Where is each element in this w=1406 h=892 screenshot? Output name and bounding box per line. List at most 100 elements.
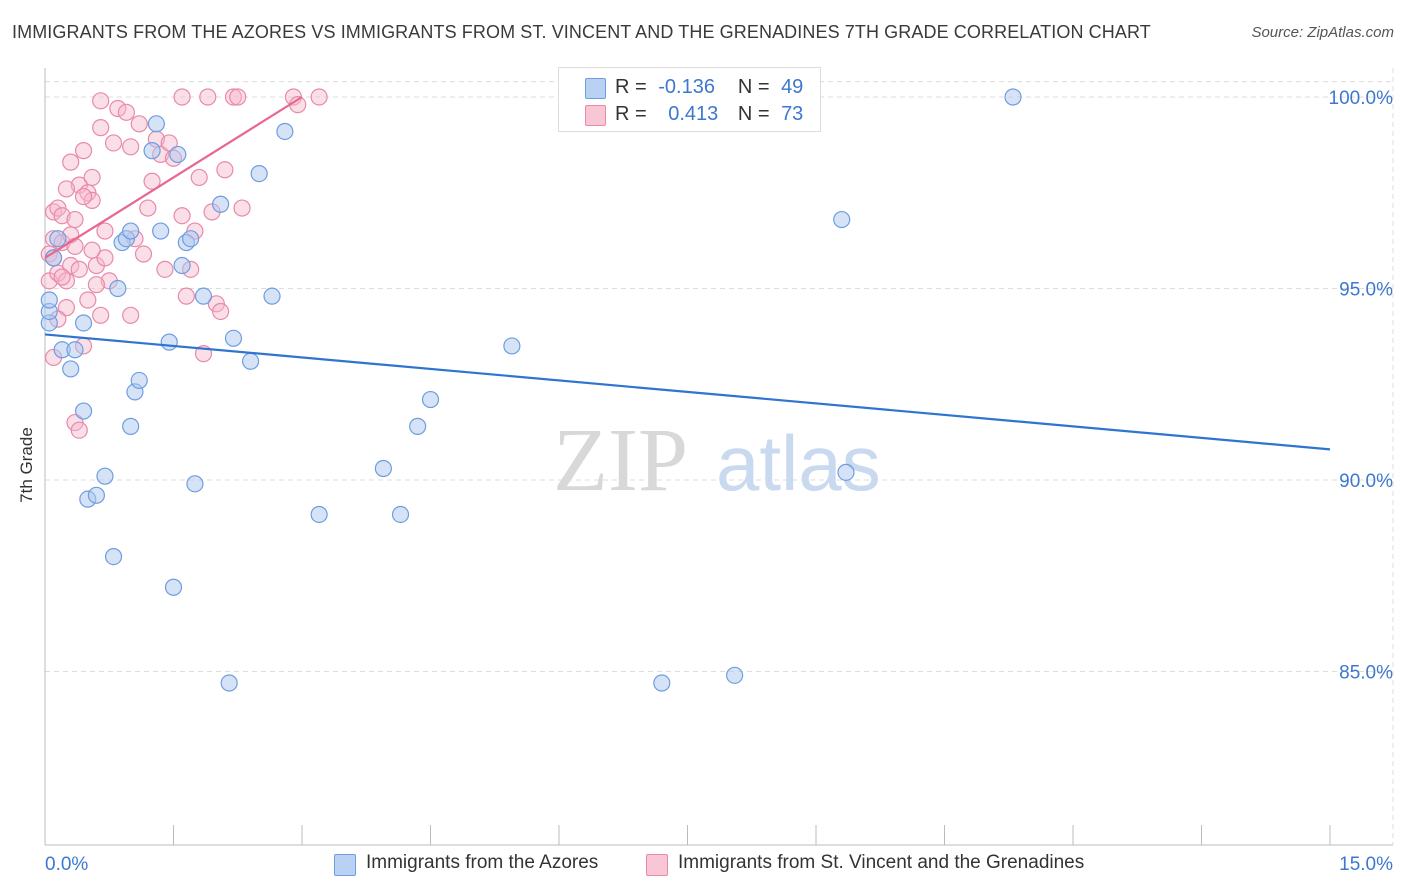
blue-point [66,341,84,359]
pink-point [79,291,97,309]
series-label-pink: Immigrants from St. Vincent and the Gren… [678,852,1085,873]
series-swatch-pink [646,854,668,876]
watermark-zip: ZIP [553,411,688,510]
blue-point [164,578,183,596]
blue-point [173,256,191,275]
blue-point [122,222,140,240]
legend-pink-n-label: N = [737,103,770,125]
pink-point [190,168,208,187]
pink-point [92,306,110,324]
y-tick-label: 85.0% [1339,663,1393,684]
blue-point [220,674,238,692]
pink-point [83,191,101,210]
blue-point [152,222,170,240]
blue-point [837,463,855,481]
pink-point [229,88,247,106]
blue-point [212,195,230,213]
source-credit: Source: ZipAtlas.com [1251,24,1394,41]
pink-trend-line [44,96,303,259]
axes [44,68,1393,846]
pink-point [57,299,76,317]
blue-point [104,547,123,566]
zipatlas-watermark: ZIP atlas [553,411,881,510]
pink-point [143,172,161,190]
pink-point [70,260,88,278]
x-tick-label-max: 15.0% [1339,854,1393,875]
legend-pink-r-label: R = [615,103,647,125]
pink-point [139,199,157,217]
blue-point [130,371,148,390]
pink-point [233,199,251,217]
blue-point [409,417,427,435]
blue-point [186,475,204,493]
blue-point [421,390,440,409]
pink-point [87,276,106,294]
blue-point [653,674,671,692]
blue-point [726,666,744,684]
pink-point [92,119,110,137]
chart-title: IMMIGRANTS FROM THE AZORES VS IMMIGRANTS… [12,22,1151,42]
blue-point [503,337,521,355]
pink-point [156,260,174,278]
blue-point [49,230,67,248]
blue-point [276,122,294,141]
legend-blue-r-label: R = [615,76,647,98]
blue-trend-line [44,333,1331,451]
pink-point [92,92,110,110]
pink-point [216,161,234,179]
pink-point [62,153,80,171]
series-legend: Immigrants from the Azores Immigrants fr… [0,852,1406,878]
blue-point [143,142,161,160]
pink-point [66,237,84,255]
series-swatch-blue [334,854,356,876]
y-axis-label: 7th Grade [17,427,36,503]
pink-point [74,142,93,160]
blue-point [194,287,213,305]
blue-points [40,88,1022,692]
y-tick-label: 100.0% [1329,88,1394,109]
legend-pink-n-value: 73 [781,103,804,125]
pink-point [199,88,217,106]
y-tick-label: 90.0% [1339,471,1393,492]
trend-lines [44,96,1331,451]
blue-point [224,329,243,347]
pink-point [224,88,243,106]
legend-swatch-blue [585,78,606,99]
legend-blue-n-value: 49 [781,76,804,98]
legend-pink-r-value: 0.413 [668,103,719,125]
pink-point [212,302,230,321]
legend-blue-r-value: -0.136 [658,76,715,98]
pink-point [122,138,140,156]
pink-point [173,88,191,106]
x-tick-label-min: 0.0% [45,854,88,875]
blue-point [62,360,80,378]
blue-point [310,505,328,524]
blue-point [1004,88,1022,106]
y-tick-label: 95.0% [1339,280,1393,301]
blue-point [74,314,93,332]
stats-legend: R = -0.136 N = 49 R = 0.413 N = 73 [558,67,821,132]
blue-point [122,417,140,435]
tick-labels: 85.0% 90.0% 95.0% 100.0% 0.0% 15.0% [45,88,1393,875]
pink-point [96,222,114,240]
blue-point [182,230,200,248]
pink-point [310,88,328,106]
pink-points [40,88,328,439]
blue-point [96,467,114,485]
pink-point [173,207,191,225]
pink-point [134,245,153,263]
pink-point [109,99,127,118]
pink-point [96,249,114,267]
pink-point [70,421,88,439]
pink-point [66,210,84,229]
pink-point [62,256,80,275]
blue-point [87,486,106,504]
legend-blue-n-label: N = [737,76,770,98]
pink-point [53,268,71,286]
pink-point [104,134,123,152]
blue-point [242,352,260,370]
blue-point [40,291,58,309]
pink-point [130,115,148,133]
blue-point [250,165,268,183]
